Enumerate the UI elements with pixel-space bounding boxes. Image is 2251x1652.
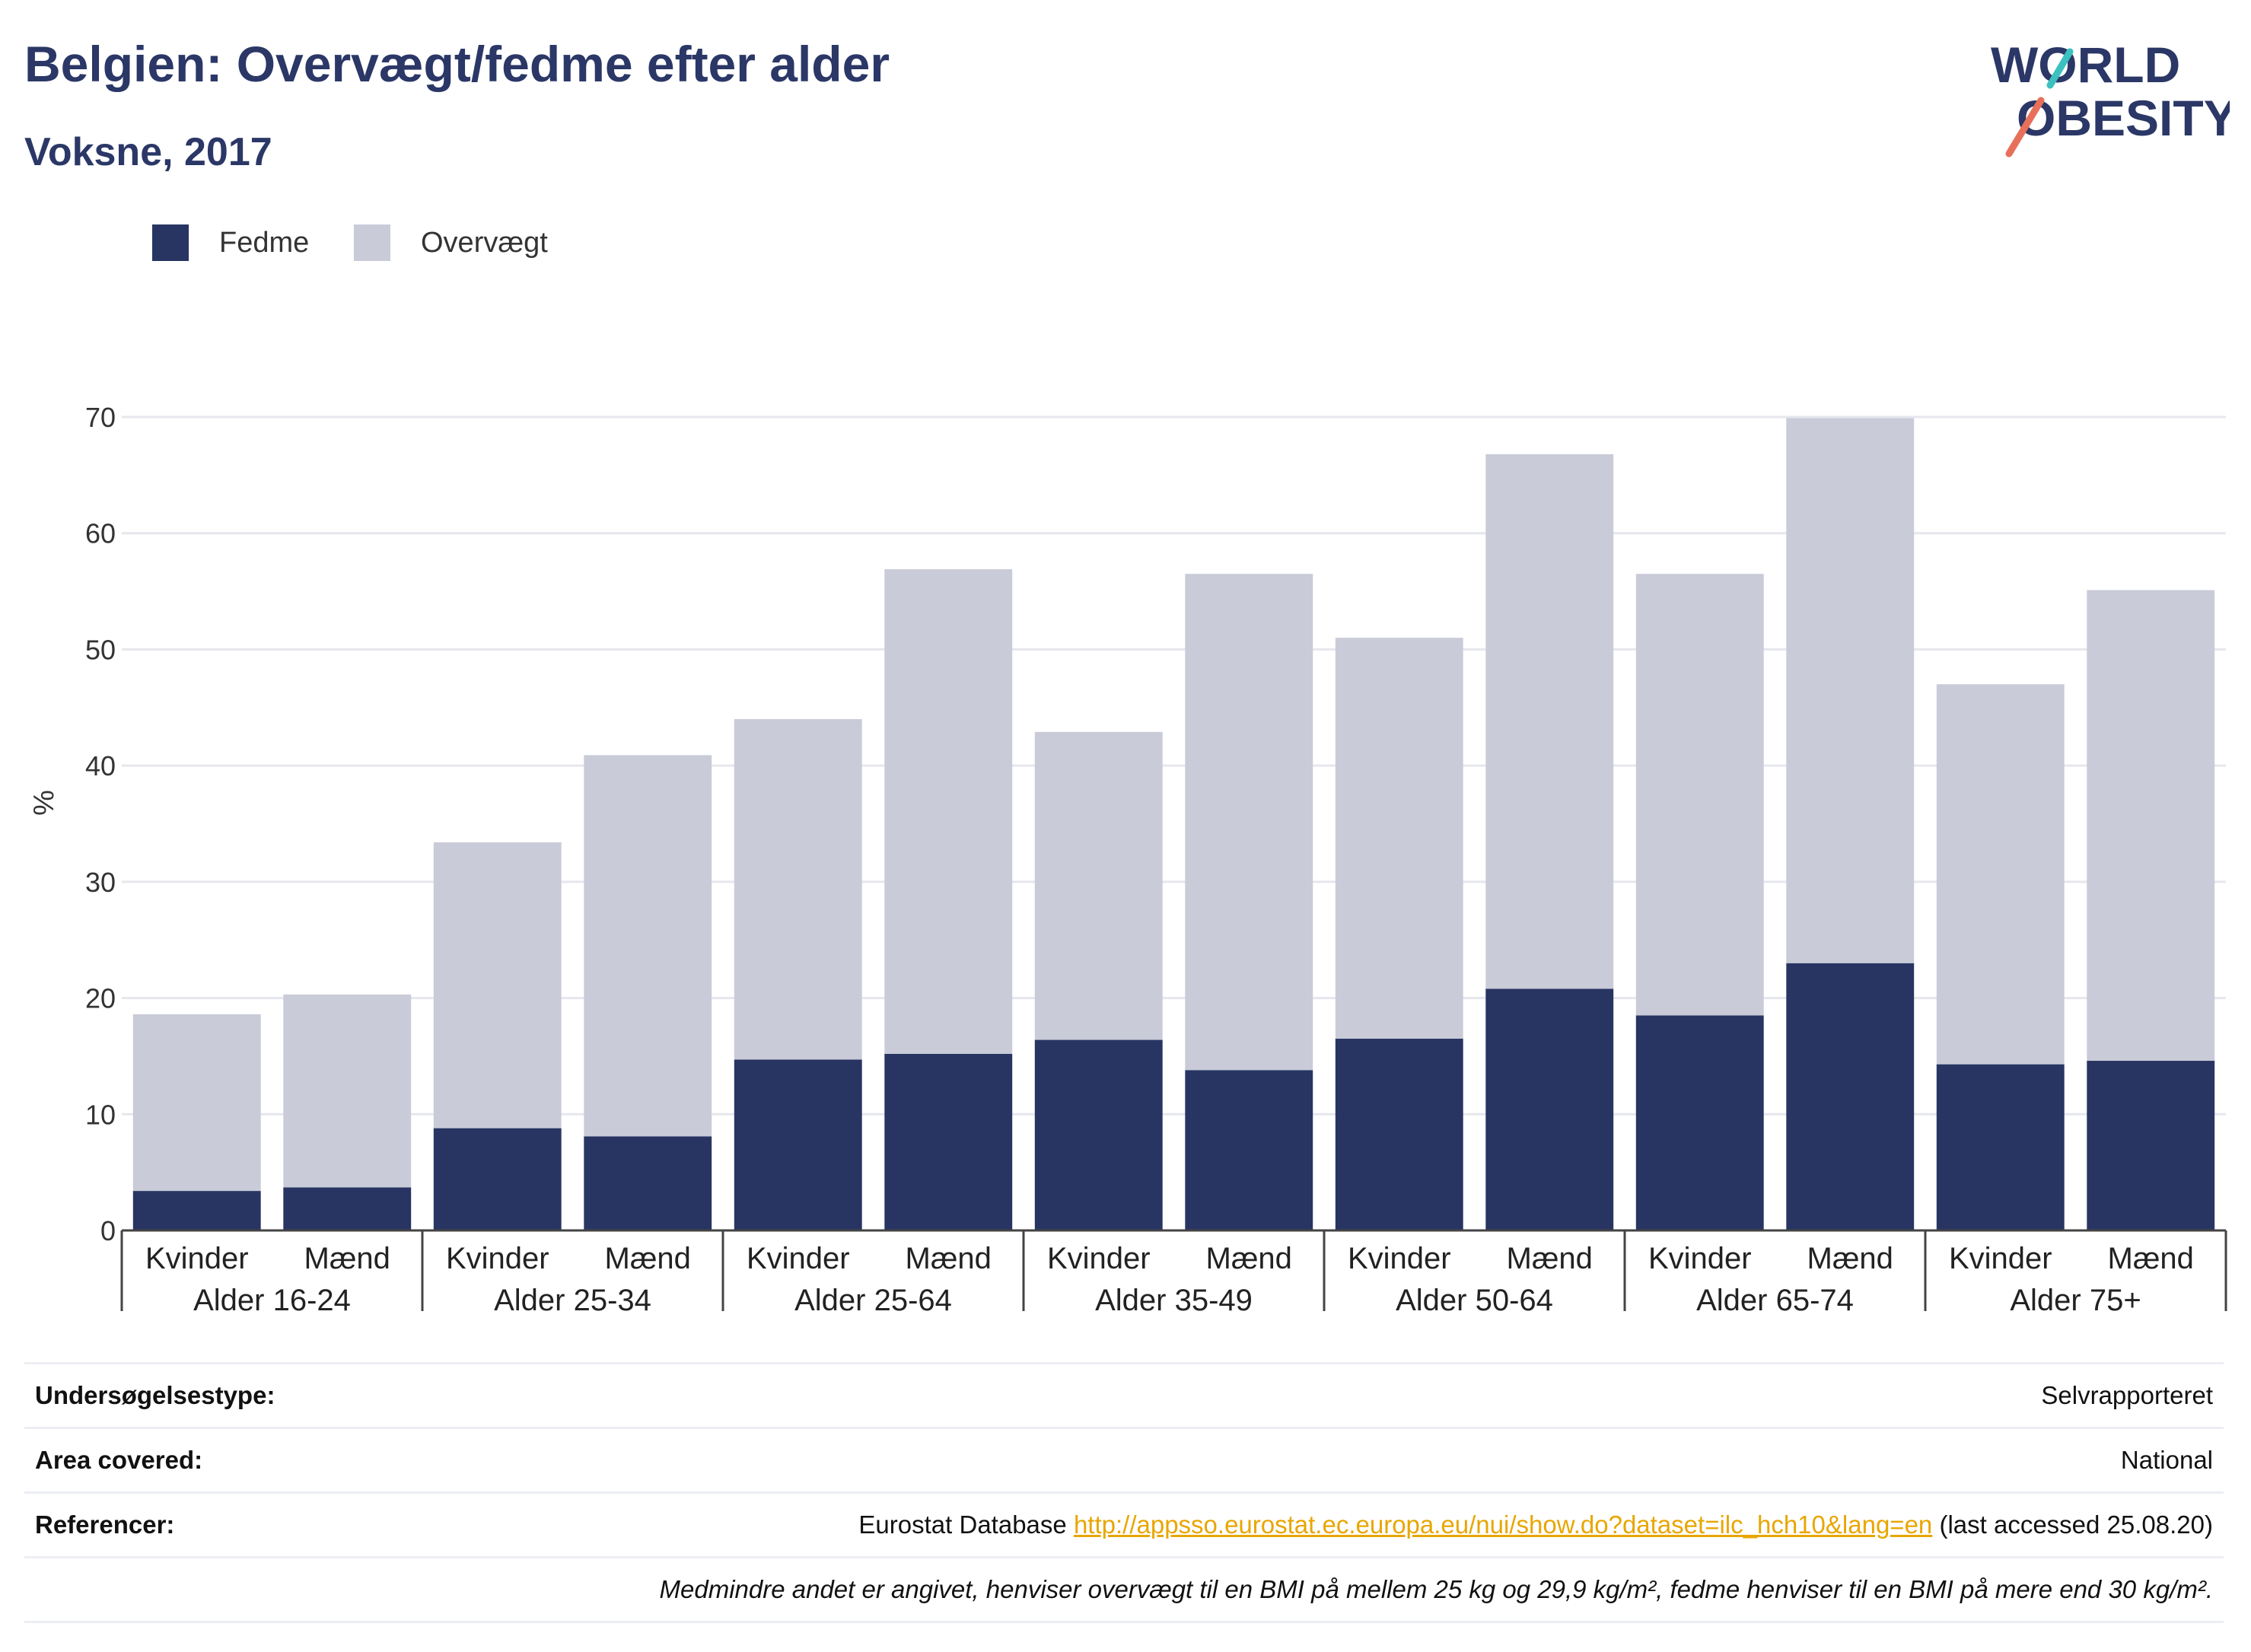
bar-segment-fedme	[1786, 963, 1915, 1230]
bar-segment-overvaegt	[433, 842, 562, 1128]
info-row-area: Area covered: National	[24, 1427, 2224, 1491]
bar-segment-overvaegt	[884, 569, 1013, 1054]
y-tick-label: 50	[85, 634, 116, 665]
x-tick-label: Mænd	[304, 1242, 390, 1275]
group-label: Alder 25-64	[794, 1284, 952, 1317]
bar-segment-fedme	[1185, 1070, 1313, 1230]
bar-segment-fedme	[2087, 1061, 2215, 1230]
info-key: Undersøgelsestype:	[35, 1381, 275, 1409]
x-tick-label: Kvinder	[1648, 1242, 1752, 1275]
group-label: Alder 50-64	[1396, 1284, 1553, 1317]
info-value: Eurostat Database http://appsso.eurostat…	[858, 1510, 2213, 1539]
reference-link[interactable]: http://appsso.eurostat.ec.europa.eu/nui/…	[1073, 1510, 1933, 1539]
reference-accessed: (last accessed 25.08.20)	[1939, 1510, 2213, 1539]
bar-segment-fedme	[132, 1191, 261, 1230]
info-row-survey-type: Undersøgelsestype: Selvrapporteret	[24, 1362, 2224, 1427]
bar-segment-fedme	[1485, 988, 1614, 1230]
x-tick-label: Mænd	[906, 1242, 992, 1275]
y-tick-label: 60	[85, 518, 116, 549]
info-key: Referencer:	[35, 1510, 175, 1539]
group-label: Alder 65-74	[1696, 1284, 1854, 1317]
bar-segment-fedme	[884, 1053, 1013, 1230]
legend-item-overvaegt[interactable]: Overvægt	[354, 224, 548, 261]
bar-segment-overvaegt	[584, 755, 712, 1137]
world-obesity-logo: WORLD OBESITY	[1991, 37, 2230, 158]
group-label: Alder 35-49	[1095, 1284, 1253, 1317]
bar-segment-fedme	[1936, 1064, 2065, 1230]
group-label: Alder 25-34	[494, 1284, 651, 1317]
x-tick-label: Kvinder	[1348, 1242, 1451, 1275]
x-tick-label: Mænd	[1206, 1242, 1292, 1275]
x-tick-label: Mænd	[1507, 1242, 1593, 1275]
y-tick-label: 10	[85, 1099, 116, 1130]
legend-swatch-overvaegt	[354, 224, 390, 261]
page-title: Belgien: Overvægt/fedme efter alder	[24, 36, 890, 92]
info-key: Area covered:	[35, 1446, 203, 1474]
bar-segment-overvaegt	[132, 1014, 261, 1192]
group-label: Alder 75+	[2010, 1284, 2141, 1317]
bar-segment-overvaegt	[734, 719, 862, 1060]
legend-label-overvaegt: Overvægt	[421, 226, 548, 259]
x-tick-label: Kvinder	[446, 1242, 549, 1275]
bar-segment-fedme	[1635, 1015, 1764, 1230]
y-tick-label: 70	[85, 402, 116, 433]
page-subtitle: Voksne, 2017	[24, 130, 272, 174]
bar-segment-overvaegt	[1185, 574, 1313, 1071]
x-tick-label: Kvinder	[1949, 1242, 2052, 1275]
reference-source: Eurostat Database	[858, 1510, 1067, 1539]
x-tick-label: Mænd	[2108, 1242, 2194, 1275]
info-value: Selvrapporteret	[2041, 1381, 2213, 1409]
x-tick-label: Kvinder	[1047, 1242, 1151, 1275]
y-tick-label: 20	[85, 983, 116, 1014]
bar-segment-overvaegt	[1485, 454, 1614, 989]
bar-segment-fedme	[1034, 1039, 1163, 1230]
bar-segment-overvaegt	[2087, 590, 2215, 1062]
x-tick-label: Kvinder	[747, 1242, 850, 1275]
bar-segment-overvaegt	[1786, 418, 1915, 963]
group-label: Alder 16-24	[193, 1284, 351, 1317]
bar-segment-fedme	[734, 1059, 862, 1230]
bar-segment-overvaegt	[1635, 574, 1764, 1016]
bar-segment-overvaegt	[283, 994, 412, 1188]
x-tick-label: Kvinder	[145, 1242, 249, 1275]
logo-line2: OBESITY	[2017, 90, 2230, 146]
bar-segment-fedme	[433, 1128, 562, 1230]
bar-segment-overvaegt	[1335, 638, 1463, 1039]
info-row-note: Medmindre andet er angivet, henviser ove…	[24, 1556, 2224, 1623]
x-tick-label: Mænd	[605, 1242, 691, 1275]
bar-segment-fedme	[584, 1136, 712, 1230]
info-table: Undersøgelsestype: Selvrapporteret Area …	[24, 1362, 2224, 1623]
x-tick-label: Mænd	[1807, 1242, 1893, 1275]
info-value: National	[2120, 1446, 2213, 1474]
bar-segment-overvaegt	[1034, 731, 1163, 1040]
legend-item-fedme[interactable]: Fedme	[152, 224, 309, 261]
bar-segment-fedme	[283, 1187, 412, 1230]
y-tick-label: 30	[85, 867, 116, 898]
definition-note: Medmindre andet er angivet, henviser ove…	[659, 1575, 2213, 1603]
legend-swatch-fedme	[152, 224, 189, 261]
logo-line1: WORLD	[1991, 37, 2180, 93]
bar-segment-fedme	[1335, 1039, 1463, 1230]
y-tick-label: 0	[100, 1215, 116, 1246]
bar-segment-overvaegt	[1936, 684, 2065, 1065]
legend-label-fedme: Fedme	[219, 226, 310, 259]
y-tick-label: 40	[85, 750, 116, 781]
stacked-bar-chart: 0 10 20 30 40 50 60 70% Kvinder Mænd Kvinder Mænd Kv…	[28, 402, 2227, 1317]
y-axis-label: %	[28, 790, 60, 816]
info-row-references: Referencer: Eurostat Database http://app…	[24, 1491, 2224, 1556]
